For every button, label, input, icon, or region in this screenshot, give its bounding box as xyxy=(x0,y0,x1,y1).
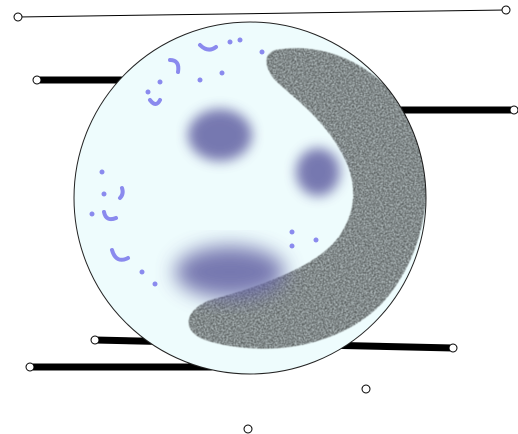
rim-marks xyxy=(102,43,218,262)
crescent-shape xyxy=(188,48,426,349)
endpoint-bar-lower-mid-left xyxy=(90,335,100,345)
rim-dot xyxy=(237,37,243,43)
blue-blob-upper xyxy=(188,109,252,161)
rim-dot xyxy=(152,281,158,287)
endpoint-bar-lower-long-left xyxy=(25,362,35,372)
rim-dot xyxy=(157,79,163,85)
blue-blob-right xyxy=(296,148,340,196)
endpoint-bar-upper-right xyxy=(509,105,518,115)
top-thin-line xyxy=(17,9,507,18)
blue-blob-lower xyxy=(175,246,285,298)
rim-dot xyxy=(259,49,265,55)
rim-dot xyxy=(101,191,107,197)
rim-mark-1 xyxy=(168,58,181,74)
rim-dot xyxy=(219,70,225,76)
endpoints xyxy=(13,5,518,434)
endpoint-top-left xyxy=(13,12,23,22)
rim-dot xyxy=(89,211,95,217)
rim-dot xyxy=(289,229,295,235)
endpoint-lone-bottom xyxy=(243,424,253,434)
endpoint-top-right xyxy=(501,5,511,15)
rim-dot xyxy=(313,237,319,243)
rim-dot xyxy=(197,77,203,83)
endpoint-lone-right xyxy=(361,384,371,394)
dark-crescent-cloud xyxy=(188,48,426,349)
blue-haze xyxy=(175,109,340,298)
rim-mark-2 xyxy=(198,43,218,52)
rim-mark-3 xyxy=(148,98,162,106)
rim-dot xyxy=(99,169,105,175)
rim-dot xyxy=(227,39,233,45)
rim-dot xyxy=(289,243,295,249)
rim-mark-4 xyxy=(102,210,118,222)
rim-mark-6 xyxy=(118,186,125,200)
endpoint-bar-upper-left xyxy=(32,75,42,85)
rim-dot xyxy=(139,269,145,275)
rim-dots xyxy=(89,37,319,287)
disc xyxy=(73,21,427,375)
rim-dot xyxy=(145,89,151,95)
endpoint-bar-lower-mid-right xyxy=(448,343,458,353)
rim-mark-5 xyxy=(110,248,130,262)
